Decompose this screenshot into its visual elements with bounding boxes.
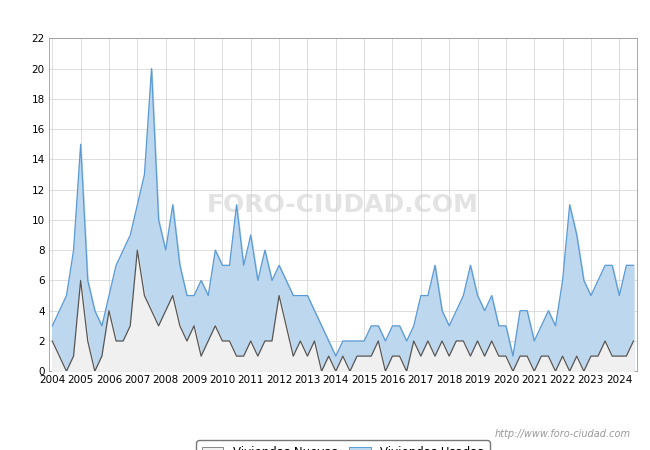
- Text: FORO-CIUDAD.COM: FORO-CIUDAD.COM: [207, 193, 479, 217]
- Legend: Viviendas Nuevas, Viviendas Usadas: Viviendas Nuevas, Viviendas Usadas: [196, 441, 489, 450]
- Text: Aroche - Evolucion del Nº de Transacciones Inmobiliarias: Aroche - Evolucion del Nº de Transaccion…: [118, 9, 532, 24]
- Text: http://www.foro-ciudad.com: http://www.foro-ciudad.com: [495, 429, 630, 439]
